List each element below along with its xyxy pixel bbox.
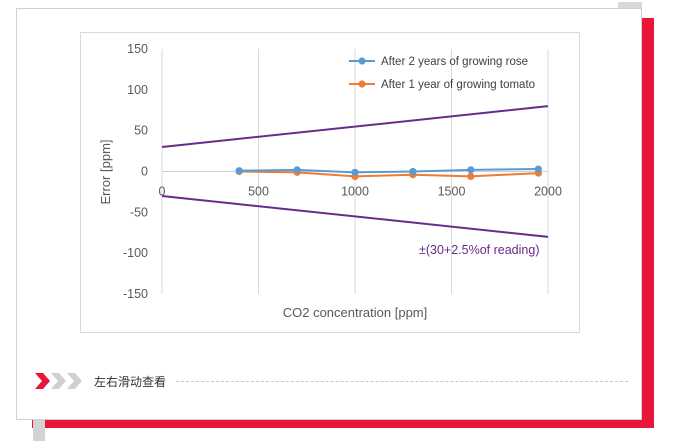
series-line-1	[239, 170, 539, 178]
swipe-divider	[176, 380, 628, 382]
series-layer	[235, 165, 542, 180]
series-point-1	[467, 172, 475, 180]
swipe-arrows-icon	[35, 373, 82, 389]
y-tick-label: -150	[123, 287, 148, 301]
series-point-0	[534, 165, 542, 173]
chart-legend: After 2 years of growing rose After 1 yea…	[349, 56, 535, 91]
swipe-hint-bar: 左右滑动查看	[34, 372, 634, 390]
legend-marker-1	[358, 80, 366, 88]
legend-label-1: After 1 year of growing tomato	[381, 79, 535, 91]
y-tick-label: -100	[123, 246, 148, 260]
chart-frame	[80, 32, 580, 333]
limit-line-upper	[161, 105, 549, 148]
series-point-0	[351, 168, 359, 176]
series-point-0	[235, 167, 243, 175]
legend-label-0: After 2 years of growing rose	[381, 56, 528, 68]
corner-decoration-bottom	[33, 420, 45, 441]
limit-lines-layer	[161, 105, 549, 238]
series-line-0	[239, 168, 539, 174]
series-point-0	[293, 166, 301, 174]
x-tick-label: 1500	[438, 185, 466, 199]
x-tick-label: 500	[248, 185, 269, 199]
legend-marker-0	[358, 57, 366, 65]
x-tick-label: 1000	[341, 185, 369, 199]
series-point-0	[467, 166, 475, 174]
tolerance-annotation: ±(30+2.5%of reading)	[419, 243, 539, 257]
series-point-0	[409, 167, 417, 176]
y-tick-label: 150	[127, 42, 148, 56]
x-axis-title: CO2 concentration [ppm]	[283, 305, 428, 320]
x-tick-label: 2000	[534, 185, 562, 199]
y-tick-label: 50	[134, 124, 148, 138]
y-tick-label: 100	[127, 83, 148, 97]
y-axis-title: Error [ppm]	[98, 139, 113, 204]
y-tick-label: -50	[130, 205, 148, 219]
x-tick-label: 0	[159, 185, 166, 199]
y-tick-label: 0	[141, 165, 148, 179]
limit-line-lower	[161, 195, 549, 238]
swipe-hint-label: 左右滑动查看	[94, 374, 167, 389]
